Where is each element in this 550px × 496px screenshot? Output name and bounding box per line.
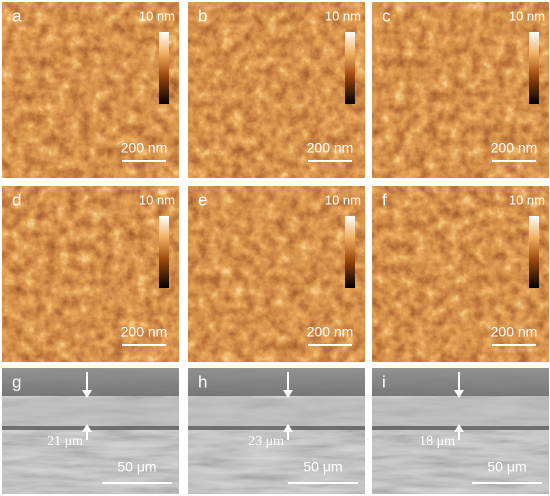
scale-bar-label: 50 μm: [117, 459, 156, 475]
panel-label: g: [12, 372, 21, 391]
afm-image: [372, 2, 549, 178]
scale-bar-label: 200 nm: [307, 324, 354, 340]
sem-background: [188, 368, 365, 396]
colorbar-label: 10 nm: [139, 192, 175, 207]
colorbar: [529, 216, 539, 288]
interface: [188, 426, 365, 430]
scale-bar-label: 200 nm: [121, 324, 168, 340]
colorbar: [159, 216, 169, 288]
scale-bar-label: 200 nm: [121, 140, 168, 156]
afm-panel: f 10 nm 200 nm: [372, 186, 549, 362]
panel-label: c: [382, 6, 391, 25]
colorbar-label: 10 nm: [139, 8, 175, 23]
interface: [2, 426, 179, 430]
arrow-head: [454, 390, 464, 398]
scale-bar-label: 200 nm: [491, 140, 538, 156]
afm-image: [372, 186, 549, 362]
sem-panel: 18 μm i 50 μm: [372, 368, 549, 494]
thickness-label: 18 μm: [419, 434, 455, 449]
panel-label: h: [198, 372, 207, 391]
afm-panel: a 10 nm 200 nm: [2, 2, 179, 178]
scale-bar-label: 200 nm: [307, 140, 354, 156]
afm-image: [188, 186, 365, 362]
panel-label: i: [382, 372, 386, 391]
colorbar: [529, 32, 539, 104]
film-layer: [2, 398, 179, 426]
scale-bar-label: 50 μm: [487, 459, 526, 475]
panel-label: b: [198, 6, 207, 25]
afm-panel: b 10 nm 200 nm: [188, 2, 365, 178]
colorbar-label: 10 nm: [325, 8, 361, 23]
panel-label: e: [198, 190, 207, 209]
film-layer: [188, 398, 365, 426]
colorbar: [345, 32, 355, 104]
arrow-head: [454, 424, 464, 432]
arrow-head: [283, 424, 293, 432]
afm-panel: e 10 nm 200 nm: [188, 186, 365, 362]
colorbar-label: 10 nm: [509, 8, 545, 23]
panel-label: a: [12, 6, 22, 25]
thickness-label: 23 μm: [248, 434, 284, 449]
colorbar-label: 10 nm: [325, 192, 361, 207]
sem-panel: 21 μm g 50 μm: [2, 368, 179, 494]
panel-label: f: [382, 190, 387, 209]
colorbar: [345, 216, 355, 288]
arrow-head: [82, 390, 92, 398]
afm-image: [188, 2, 365, 178]
arrow-head: [82, 424, 92, 432]
afm-panel: c 10 nm 200 nm: [372, 2, 549, 178]
film-layer: [372, 398, 549, 426]
afm-image: [2, 186, 179, 362]
thickness-label: 21 μm: [47, 434, 83, 449]
panel-label: d: [12, 190, 21, 209]
colorbar: [159, 32, 169, 104]
afm-image: [2, 2, 179, 178]
sem-panel: 23 μm h 50 μm: [188, 368, 365, 494]
colorbar-label: 10 nm: [509, 192, 545, 207]
scale-bar-label: 200 nm: [491, 324, 538, 340]
scale-bar-label: 50 μm: [303, 459, 342, 475]
arrow-head: [283, 390, 293, 398]
afm-panel: d 10 nm 200 nm: [2, 186, 179, 362]
